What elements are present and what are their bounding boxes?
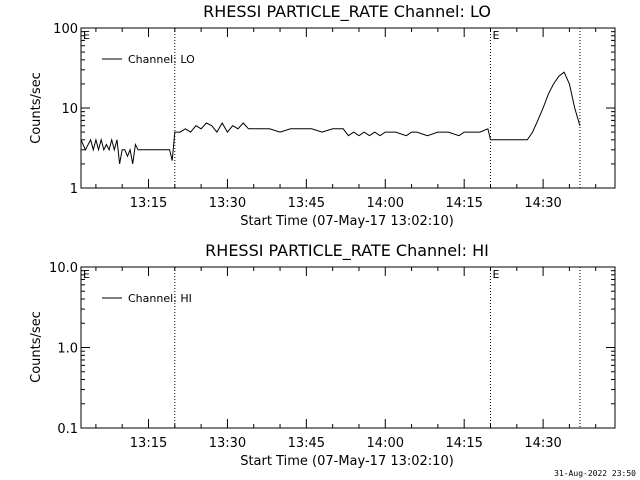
- chart-title: RHESSI PARTICLE_RATE Channel: HI: [205, 241, 489, 261]
- y-tick-label: 1.0: [57, 342, 78, 357]
- plot-frame: [80, 27, 616, 189]
- x-tick-label: 14:15: [445, 436, 482, 451]
- x-tick-label: 14:00: [367, 436, 404, 451]
- y-axis-label: Counts/sec: [29, 72, 44, 144]
- y-axis: 1 10 100: [53, 22, 615, 197]
- y-tick-label: 10.0: [49, 261, 78, 276]
- x-axis-label: Start Time (07-May-17 13:02:10): [240, 454, 454, 469]
- time-marker-label: E: [492, 268, 499, 281]
- x-tick-label: 14:00: [367, 196, 404, 211]
- x-tick-label: 14:15: [445, 196, 482, 211]
- time-markers: E: [174, 267, 581, 428]
- series-line-lo: [80, 71, 581, 164]
- x-axis: 13:15 13:30 13:45 14:00 14:15 14:30: [95, 267, 597, 451]
- x-axis-label: Start Time (07-May-17 13:02:10): [240, 214, 454, 229]
- legend-label: Channel: LO: [128, 53, 195, 66]
- y-axis: 0.1 1.0 10.0: [49, 261, 615, 437]
- x-tick-label: 13:45: [288, 436, 325, 451]
- x-axis: 13:15 13:30 13:45 14:00 14:15 14:30: [95, 28, 597, 211]
- x-tick-label: 13:30: [209, 436, 246, 451]
- legend-label: Channel: HI: [128, 292, 192, 305]
- corner-label: E: [83, 268, 90, 281]
- corner-label: E: [83, 29, 90, 42]
- x-tick-label: 13:45: [288, 196, 325, 211]
- time-marker-label: E: [492, 29, 499, 42]
- footer-date: 31-Aug-2022 23:50: [554, 469, 636, 478]
- y-tick-label: 100: [53, 22, 78, 37]
- y-axis-label: Counts/sec: [29, 311, 44, 383]
- chart-panel-hi: RHESSI PARTICLE_RATE Channel: HI 0.1 1.0 1…: [29, 241, 616, 469]
- y-tick-label: 1: [70, 182, 78, 197]
- chart-title: RHESSI PARTICLE_RATE Channel: LO: [203, 2, 491, 22]
- y-tick-label: 10: [61, 102, 78, 117]
- x-tick-label: 14:30: [524, 436, 561, 451]
- x-tick-label: 13:30: [209, 196, 246, 211]
- x-tick-label: 14:30: [524, 196, 561, 211]
- time-markers: E: [174, 28, 581, 188]
- chart-panel-lo: RHESSI PARTICLE_RATE Channel: LO 110100 …: [29, 2, 616, 229]
- y-tick-label: 0.1: [57, 422, 78, 437]
- x-tick-label: 13:15: [130, 436, 167, 451]
- x-tick-label: 13:15: [130, 196, 167, 211]
